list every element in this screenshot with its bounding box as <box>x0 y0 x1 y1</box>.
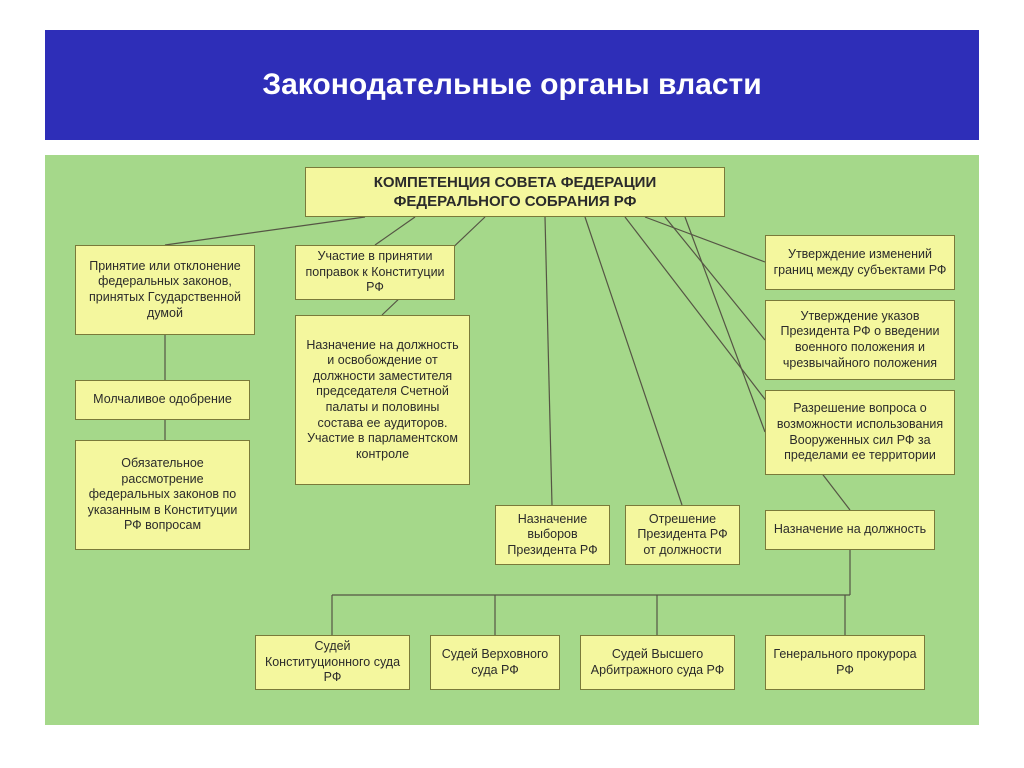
box-b2: Участие в принятии поправок к Конституци… <box>295 245 455 300</box>
box-b1: Принятие или отклонение федеральных зако… <box>75 245 255 335</box>
box-b3: Утверждение изменений границ между субъе… <box>765 235 955 290</box>
box-b9: Назначение выборов Президента РФ <box>495 505 610 565</box>
box-b15: Генерального прокурора РФ <box>765 635 925 690</box>
header-bar: Законодательные органы власти <box>45 30 979 140</box>
header-title: Законодательные органы власти <box>262 68 761 102</box>
box-b12: Судей Конституционного суда РФ <box>255 635 410 690</box>
diagram-area: КОМПЕТЕНЦИЯ СОВЕТА ФЕДЕРАЦИИ ФЕДЕРАЛЬНОГ… <box>45 155 979 725</box>
main-box: КОМПЕТЕНЦИЯ СОВЕТА ФЕДЕРАЦИИ ФЕДЕРАЛЬНОГ… <box>305 167 725 217</box>
box-b11: Назначение на должность <box>765 510 935 550</box>
box-b5: Назначение на должность и освобождение о… <box>295 315 470 485</box>
box-b10: Отрешение Президента РФ от должности <box>625 505 740 565</box>
box-b14: Судей Высшего Арбитражного суда РФ <box>580 635 735 690</box>
box-b4: Утверждение указов Президента РФ о введе… <box>765 300 955 380</box>
box-b13: Судей Верховного суда РФ <box>430 635 560 690</box>
box-b8: Разрешение вопроса о возможности использ… <box>765 390 955 475</box>
box-b7: Обязательное рассмотрение федеральных за… <box>75 440 250 550</box>
box-b6: Молчаливое одобрение <box>75 380 250 420</box>
